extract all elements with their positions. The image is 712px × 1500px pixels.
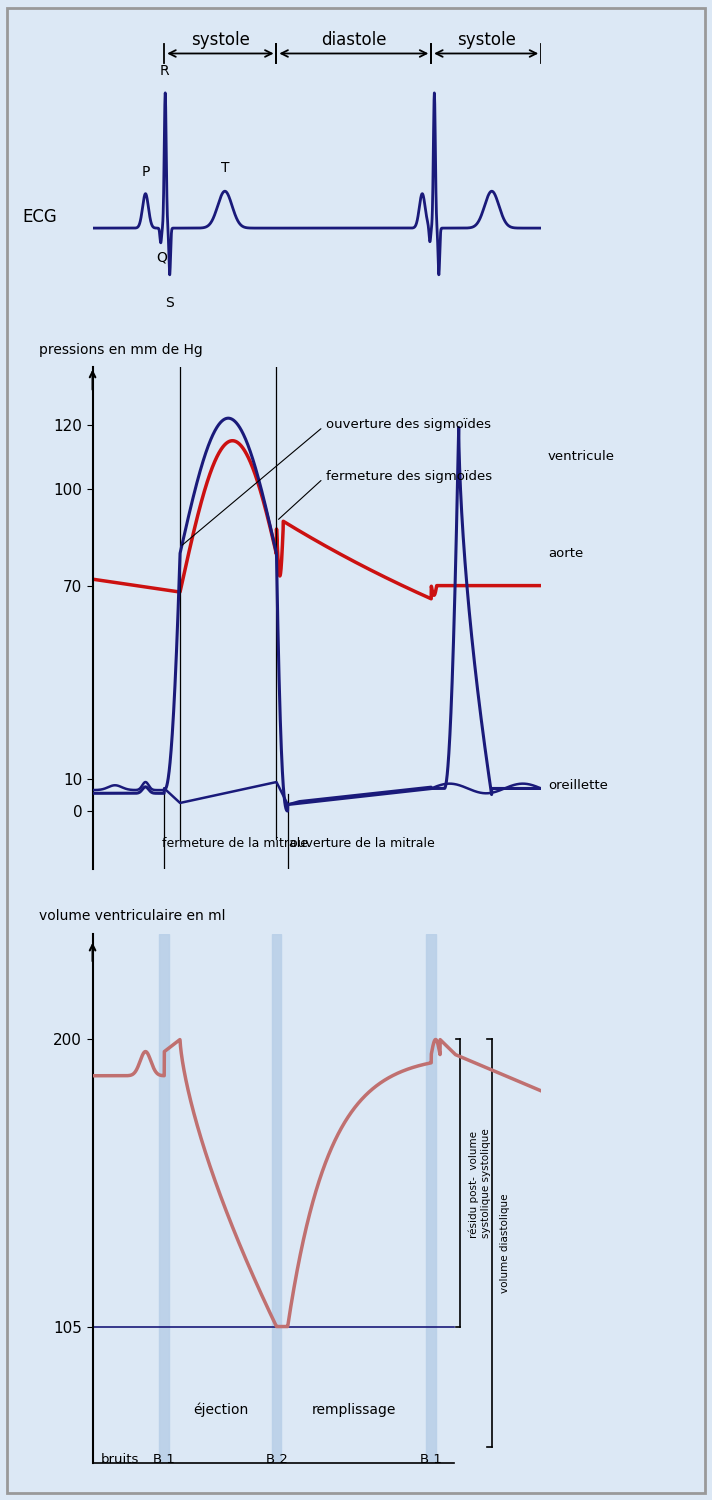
Text: diastole: diastole: [321, 30, 387, 48]
Bar: [159, 933, 169, 1462]
Text: P: P: [141, 165, 150, 178]
Text: aorte: aorte: [548, 548, 583, 560]
Text: B 2: B 2: [266, 1454, 288, 1467]
Text: ouverture de la mitrale: ouverture de la mitrale: [290, 837, 435, 850]
Text: ECG: ECG: [22, 209, 57, 226]
Text: remplissage: remplissage: [312, 1402, 396, 1417]
Text: ventricule: ventricule: [548, 450, 615, 464]
Bar: [426, 933, 436, 1462]
Text: fermeture de la mitrale: fermeture de la mitrale: [162, 837, 308, 850]
Text: bruits: bruits: [100, 1454, 139, 1467]
Text: Q: Q: [156, 251, 167, 264]
Bar: [271, 933, 281, 1462]
Text: volume ventriculaire en ml: volume ventriculaire en ml: [38, 909, 225, 922]
Text: oreillette: oreillette: [548, 778, 608, 792]
Text: éjection: éjection: [193, 1402, 248, 1417]
Text: volume diastolique: volume diastolique: [500, 1194, 510, 1293]
Text: résidu post-  volume
systolique systolique: résidu post- volume systolique systoliqu…: [468, 1128, 491, 1238]
Text: B 1: B 1: [153, 1454, 175, 1467]
Text: pressions en mm de Hg: pressions en mm de Hg: [38, 342, 202, 357]
Text: systole: systole: [191, 30, 250, 48]
Text: systole: systole: [456, 30, 515, 48]
Text: T: T: [221, 160, 229, 176]
Text: B 1: B 1: [420, 1454, 442, 1467]
Text: ouverture des sigmoïdes: ouverture des sigmoïdes: [182, 419, 491, 544]
Text: S: S: [165, 296, 174, 309]
Text: R: R: [159, 64, 169, 78]
Text: fermeture des sigmoïdes: fermeture des sigmoïdes: [278, 470, 492, 519]
